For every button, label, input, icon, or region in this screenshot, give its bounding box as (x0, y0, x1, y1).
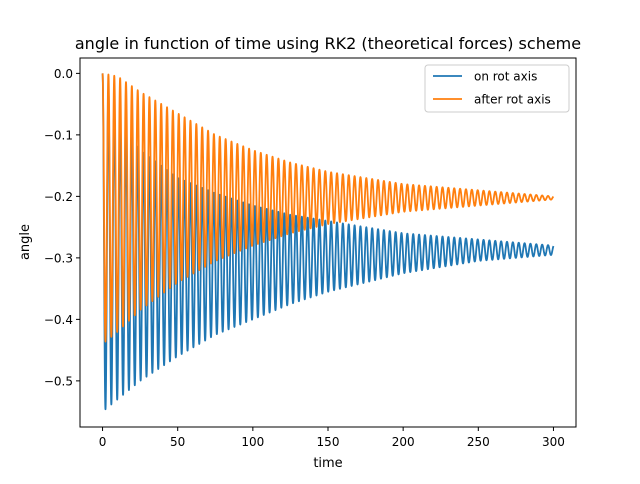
y-tick-label: −0.3 (44, 251, 73, 265)
x-tick-label: 200 (392, 435, 415, 449)
y-tick-label: −0.1 (44, 128, 73, 142)
y-tick-label: −0.4 (44, 313, 73, 327)
legend-label: on rot axis (474, 70, 537, 84)
y-axis-label: angle (18, 224, 33, 260)
x-tick-label: 0 (99, 435, 107, 449)
x-tick-label: 50 (170, 435, 185, 449)
x-tick-label: 250 (467, 435, 490, 449)
x-axis: 0 50 100 150 200 250 300 (99, 427, 565, 449)
series-layer (101, 72, 555, 411)
y-axis: 0.0 −0.1 −0.2 −0.3 −0.4 −0.5 (44, 67, 80, 388)
series-line-2 (101, 72, 555, 343)
y-tick-label: −0.5 (44, 374, 73, 388)
chart-title: angle in function of time using RK2 (the… (75, 34, 581, 53)
x-tick-label: 100 (241, 435, 264, 449)
y-tick-label: 0.0 (54, 67, 73, 81)
x-axis-label: time (313, 456, 342, 471)
legend-label: after rot axis (474, 93, 551, 107)
legend: on rot axis after rot axis (424, 64, 570, 113)
x-tick-label: 150 (317, 435, 340, 449)
x-tick-label: 300 (542, 435, 565, 449)
y-tick-label: −0.2 (44, 190, 73, 204)
